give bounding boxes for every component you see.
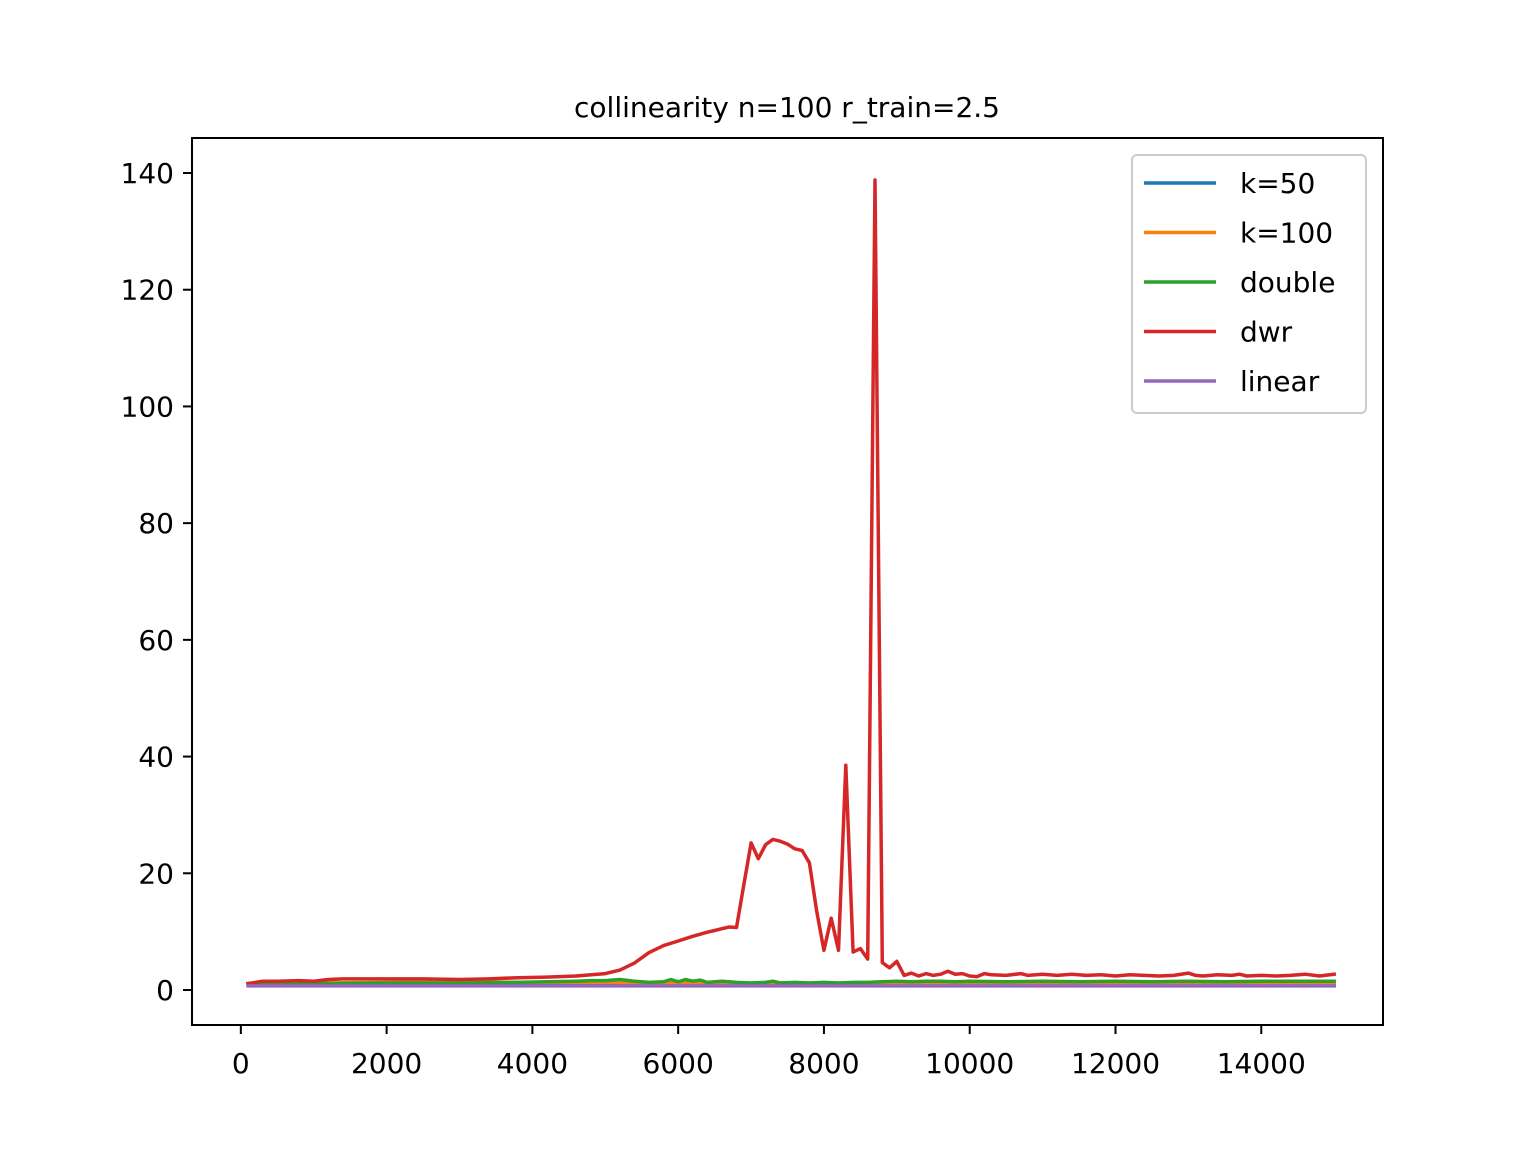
y-tick-label: 40 [138, 741, 174, 774]
y-tick-label: 100 [121, 390, 174, 423]
legend-label: dwr [1240, 316, 1293, 349]
legend-box [1131, 154, 1367, 414]
plot-frame [191, 137, 1384, 1026]
x-tick-label: 4000 [497, 1047, 568, 1080]
legend-label: k=50 [1240, 167, 1315, 200]
x-tick-label: 14000 [1217, 1047, 1306, 1080]
x-tick-label: 2000 [351, 1047, 422, 1080]
x-tick-label: 8000 [788, 1047, 859, 1080]
x-tick-label: 6000 [643, 1047, 714, 1080]
series-line-double [246, 977, 1336, 986]
legend-label: linear [1240, 365, 1320, 398]
y-tick-label: 60 [138, 624, 174, 657]
x-axis: 0 2000 4000 6000 8000 10000 12000 14000 [232, 1025, 1306, 1080]
y-tick-label: 120 [121, 274, 174, 307]
y-tick-label: 20 [138, 857, 174, 890]
x-tick-label: 10000 [925, 1047, 1014, 1080]
y-tick-label: 80 [138, 507, 174, 540]
y-axis: 0 20 40 60 80 100 120 140 [121, 157, 192, 1007]
legend-label: k=100 [1240, 217, 1333, 250]
chart-title: collinearity n=100 r_train=2.5 [574, 91, 1000, 124]
x-tick-label: 0 [232, 1047, 250, 1080]
plot-lines [246, 178, 1337, 988]
legend-label: double [1240, 266, 1335, 299]
series-line-dwr [246, 178, 1337, 986]
legend: k=50 k=100 double dwr linear [1131, 154, 1367, 414]
y-tick-label: 0 [156, 974, 174, 1007]
x-tick-label: 12000 [1071, 1047, 1160, 1080]
y-tick-label: 140 [121, 157, 174, 190]
